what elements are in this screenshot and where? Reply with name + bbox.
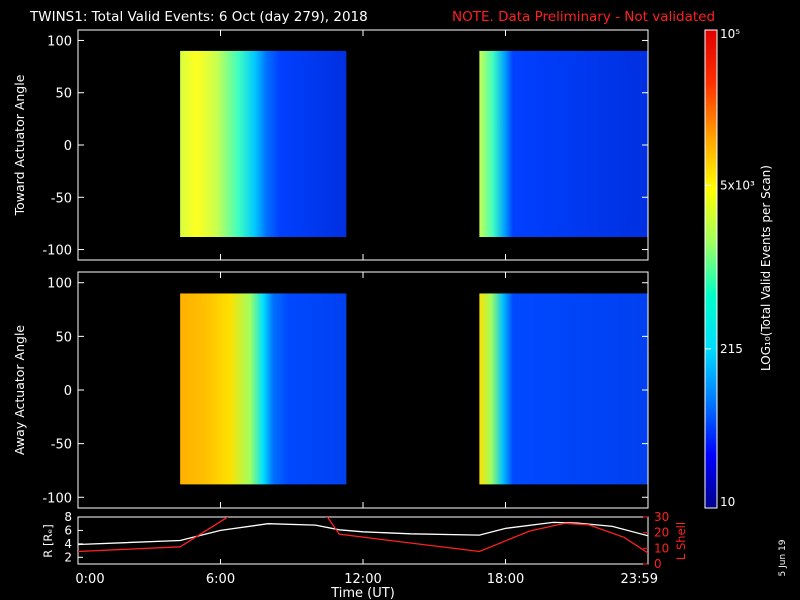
x-tick-label: 18:00 xyxy=(487,572,524,587)
away-angle-panel: -100 -50 0 50 100 Away Actuator Angle xyxy=(12,271,649,509)
r-tick-label: 8 xyxy=(64,510,72,524)
colorbar-tick-label: 215 xyxy=(720,342,743,356)
lshell-tick-label: 10 xyxy=(654,541,669,555)
colorbar-tick-label: 10⁵ xyxy=(720,27,740,41)
data-segment-1 xyxy=(180,293,347,485)
data-segment-1 xyxy=(180,50,347,238)
colorbar: 10 215 5x10³ 10⁵ LOG₁₀(Total Valid Events p… xyxy=(704,27,773,509)
x-tick-label: 6:00 xyxy=(206,572,235,587)
y-tick-label: 100 xyxy=(47,277,72,292)
colorbar-tick-label: 10 xyxy=(720,495,735,509)
y-tick-label: 50 xyxy=(55,330,72,345)
x-axis-label: Time (UT) xyxy=(330,586,395,600)
y-tick-label: 0 xyxy=(64,384,72,399)
lshell-series-line xyxy=(78,517,648,554)
colorbar-label: LOG₁₀(Total Valid Events per Scan) xyxy=(759,165,773,371)
x-tick-label: 12:00 xyxy=(344,572,381,587)
y-axis-ticks: -100 -50 0 50 100 xyxy=(42,30,649,260)
x-tick-label: 0:00 xyxy=(75,572,104,587)
y-tick-label: 0 xyxy=(64,139,72,154)
y-axis-ticks: -100 -50 0 50 100 xyxy=(42,272,649,508)
y-tick-label: -50 xyxy=(51,438,72,453)
toward-angle-panel: -100 -50 0 50 100 Toward Actuator Angle xyxy=(12,29,649,261)
data-segment-2 xyxy=(479,293,648,485)
generation-date: 5 Jun 19 xyxy=(778,539,788,576)
lshell-tick-label: 0 xyxy=(654,557,662,571)
y-tick-label: -100 xyxy=(42,244,72,259)
data-segment-2 xyxy=(479,50,648,238)
y-tick-label: 100 xyxy=(47,34,72,49)
y-tick-label: 50 xyxy=(55,87,72,102)
y-tick-label: -50 xyxy=(51,191,72,206)
lshell-tick-label: 20 xyxy=(654,526,669,540)
y-axis-label: Toward Actuator Angle xyxy=(12,74,27,216)
colorbar-scale xyxy=(705,30,717,508)
colorbar-tick-label: 5x10³ xyxy=(720,178,755,192)
x-tick-label: 23:59 xyxy=(621,572,658,587)
r-tick-label: 2 xyxy=(64,550,72,564)
y-axis-label: Away Actuator Angle xyxy=(12,325,27,456)
r-tick-label: 6 xyxy=(64,523,72,537)
r-series-line xyxy=(78,521,648,546)
preliminary-note: NOTE. Data Preliminary - Not validated xyxy=(452,9,715,25)
lshell-axis-label: L Shell xyxy=(674,522,688,560)
y-tick-label: -100 xyxy=(42,491,72,506)
lshell-tick-label: 30 xyxy=(654,510,669,524)
r-axis-label: R [Rₑ] xyxy=(41,524,55,557)
colorbar-ticks: 10 215 5x10³ 10⁵ xyxy=(705,27,755,509)
orbit-lines xyxy=(78,517,648,554)
chart-title: TWINS1: Total Valid Events: 6 Oct (day 2… xyxy=(29,9,368,25)
r-tick-label: 4 xyxy=(64,537,72,551)
